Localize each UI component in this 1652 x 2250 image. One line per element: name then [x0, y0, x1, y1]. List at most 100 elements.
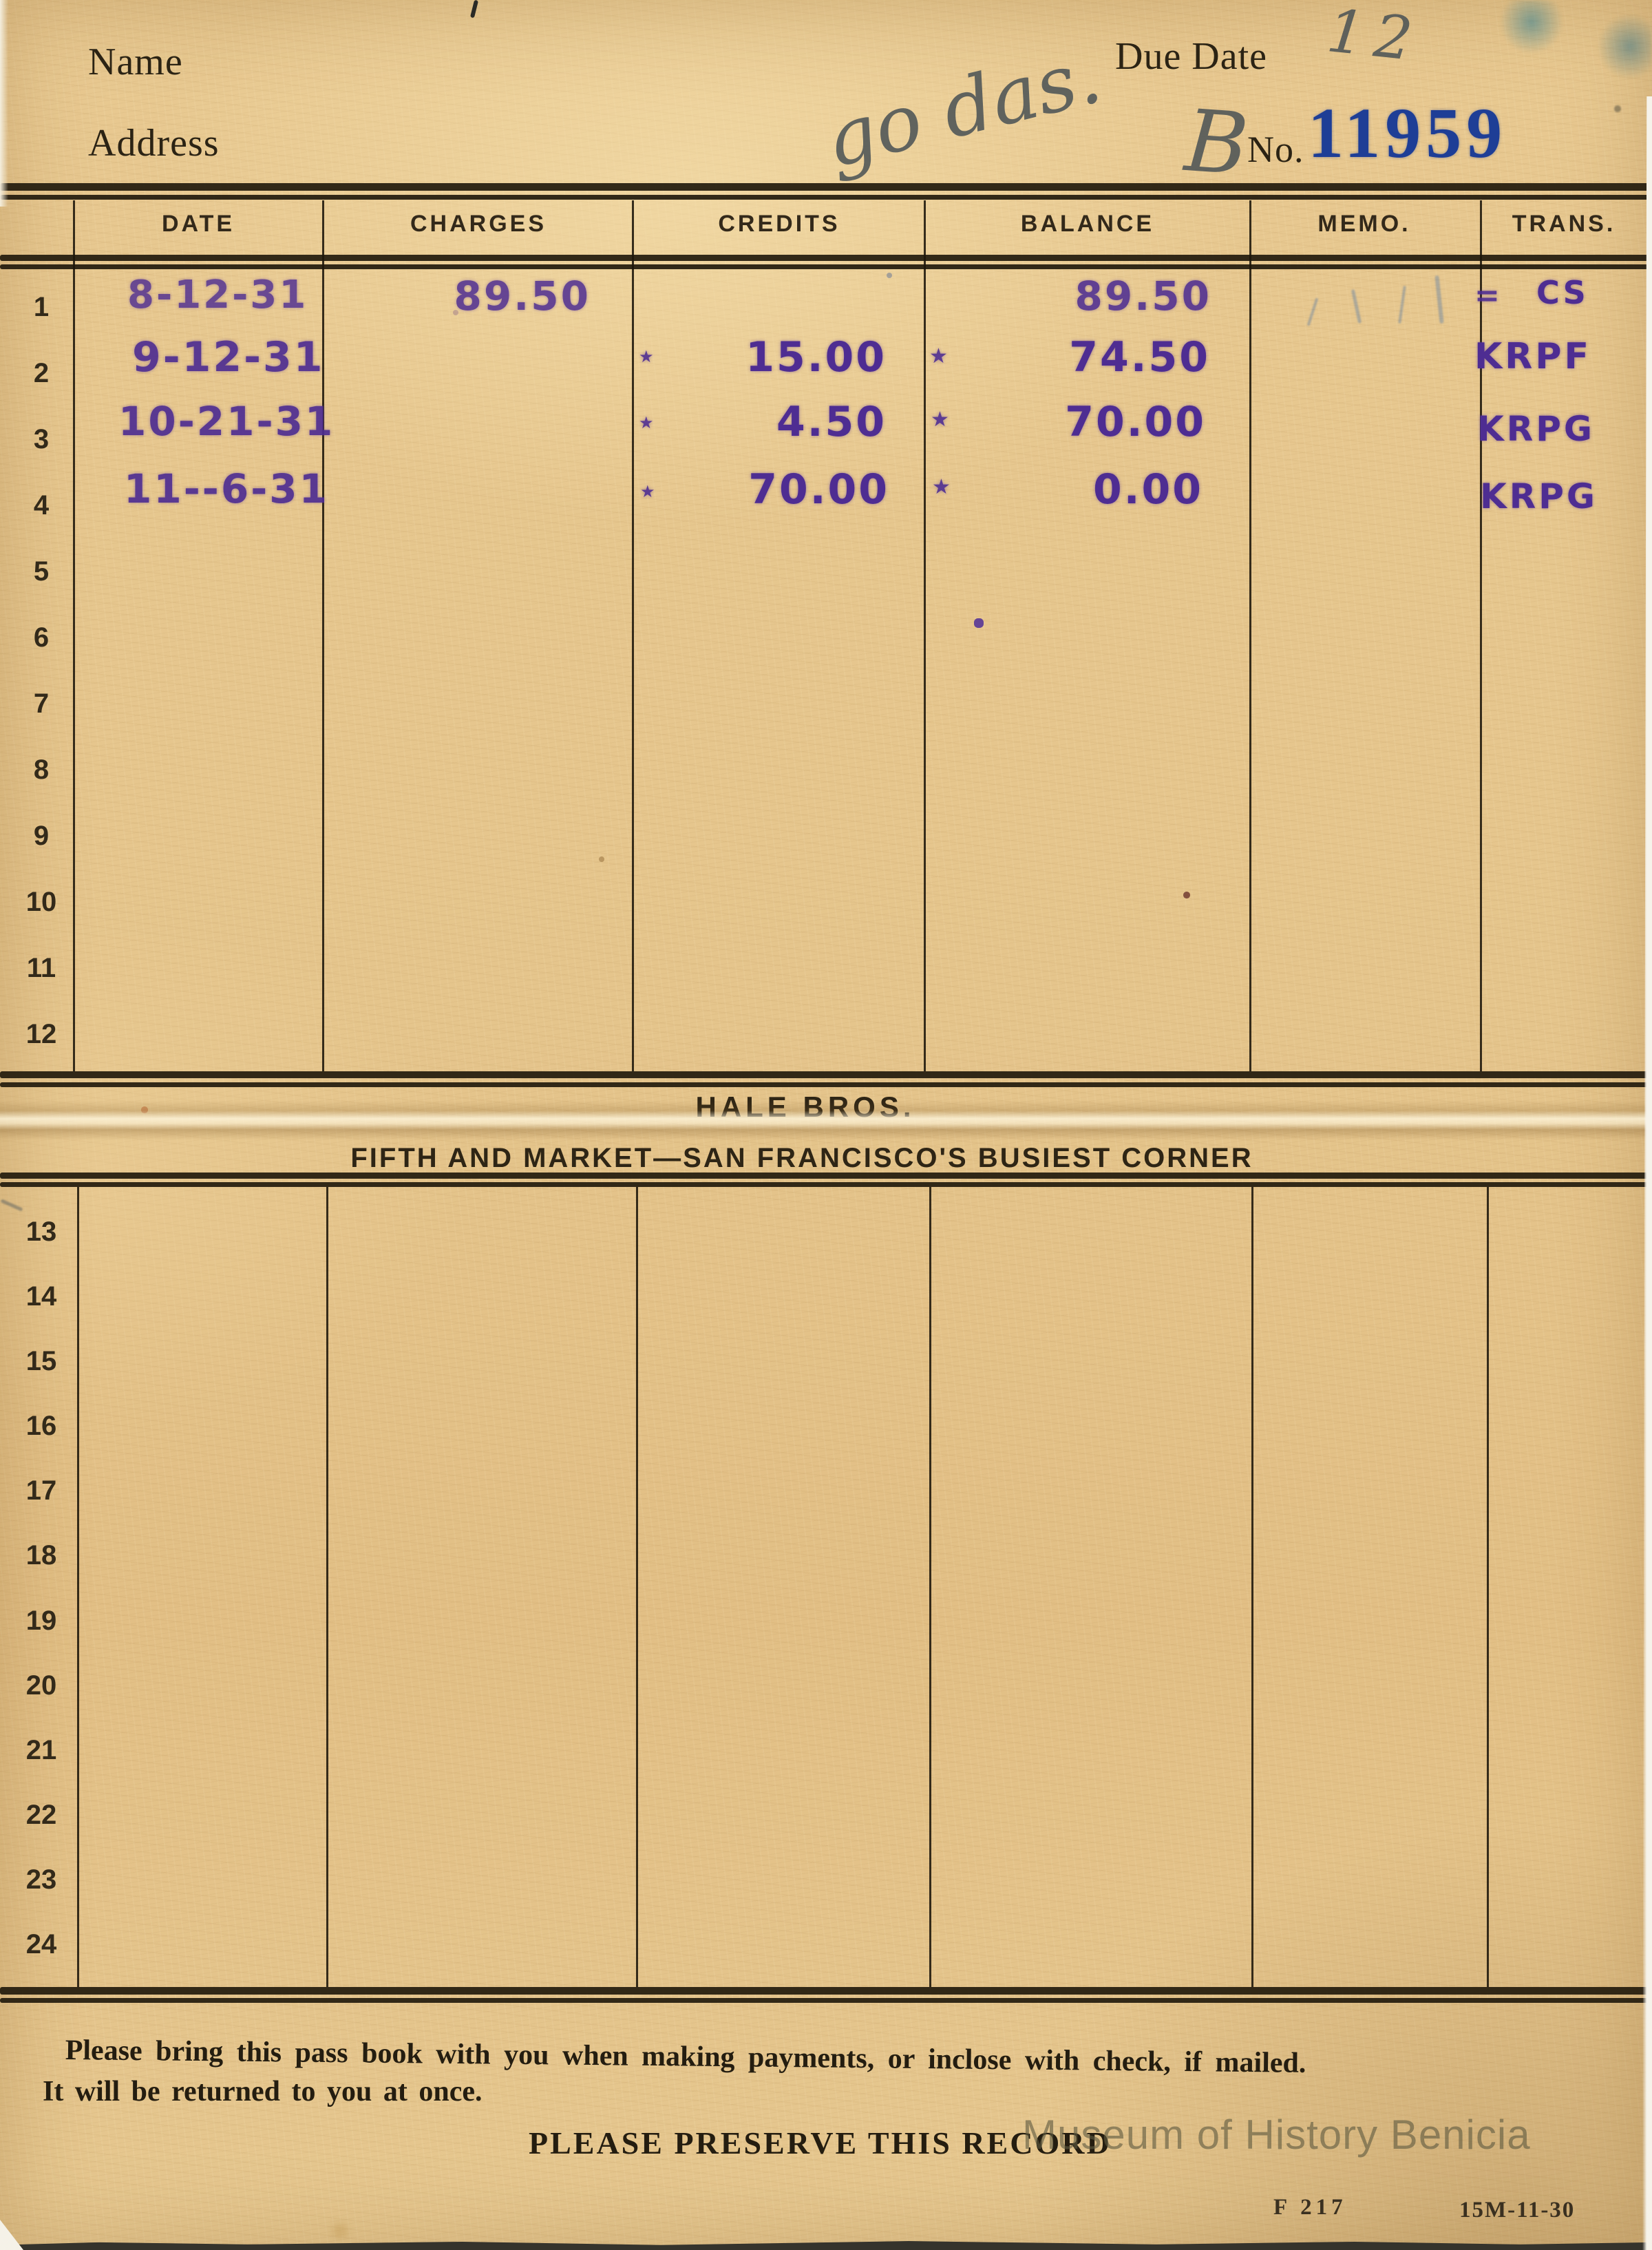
- entry-charges-stamp: 89.50: [454, 273, 591, 319]
- row-number: 21: [25, 1734, 57, 1765]
- rule: [0, 255, 1652, 261]
- column-line: [1480, 200, 1482, 1071]
- stray-mark: [469, 0, 479, 19]
- column-header-memo: MEMO.: [1317, 211, 1411, 237]
- row-number: 3: [33, 423, 50, 454]
- entry-balance-stamp: 89.50: [1074, 273, 1211, 319]
- column-line: [636, 1187, 638, 1987]
- column-line: [929, 1187, 931, 1987]
- equals-mark-icon: =: [1474, 278, 1502, 313]
- row-number: 9: [33, 820, 50, 851]
- rule: [0, 1987, 1652, 1995]
- row-number: 4: [33, 490, 50, 521]
- rule: [0, 1082, 1652, 1087]
- entry-trans-stamp: KRPG: [1480, 476, 1598, 516]
- column-line: [1487, 1187, 1489, 1987]
- scan-edge-left: [0, 0, 8, 207]
- row-number: 23: [25, 1864, 57, 1895]
- ledger-entry-1: 8-12-31 89.50 89.50 = CS: [0, 273, 1652, 336]
- ledger-entry-3: 10-21-31 ★ 4.50 ★ 70.00 KRPG: [0, 398, 1652, 461]
- column-line: [326, 1187, 328, 1987]
- entry-balance-stamp: 70.00: [1065, 398, 1206, 446]
- rule: [0, 1182, 1652, 1187]
- entry-date-stamp: 11--6-31: [124, 465, 329, 512]
- row-numbers-top: 1 2 3 4 5 6 7 8 9 10 11 12: [6, 274, 77, 1067]
- rule: [0, 1173, 1652, 1179]
- column-header-charges: CHARGES: [410, 211, 547, 237]
- store-location: FIFTH AND MARKET—SAN FRANCISCO'S BUSIEST…: [350, 1143, 1253, 1173]
- row-number: 18: [25, 1540, 57, 1571]
- row-number: 16: [25, 1411, 57, 1442]
- ink-smudge: [1501, 0, 1563, 55]
- row-number: 14: [25, 1281, 57, 1312]
- column-line: [73, 200, 75, 1071]
- column-line: [77, 1187, 79, 1987]
- museum-watermark: Museum of History Benicia: [1022, 2112, 1531, 2158]
- row-number: 8: [33, 754, 50, 785]
- row-number: 7: [33, 688, 50, 719]
- row-number: 20: [25, 1670, 57, 1701]
- column-line: [924, 200, 926, 1071]
- due-date-handwritten-value: 12: [1324, 0, 1426, 75]
- name-label: Name: [88, 41, 183, 83]
- entry-balance-stamp: 0.00: [1092, 465, 1203, 514]
- column-header-trans: TRANS.: [1512, 211, 1616, 237]
- entry-trans-stamp: KRPG: [1477, 409, 1595, 449]
- row-number: 22: [25, 1800, 57, 1831]
- column-line: [1251, 1187, 1253, 1987]
- entry-date-stamp: 8-12-31: [127, 273, 308, 317]
- rule: [0, 183, 1652, 191]
- row-number: 19: [25, 1605, 57, 1636]
- star-icon: ★: [932, 475, 953, 499]
- row-number: 24: [25, 1929, 57, 1960]
- print-code: 15M-11-30: [1459, 2198, 1576, 2222]
- star-icon: ★: [639, 413, 656, 432]
- row-number: 11: [26, 952, 56, 983]
- notice-line-1: Please bring this pass book with you whe…: [65, 2035, 1306, 2079]
- column-header-credits: CREDITS: [718, 211, 840, 237]
- fold-crease: [0, 1100, 1652, 1140]
- row-number: 15: [25, 1345, 57, 1376]
- address-label: Address: [88, 122, 220, 165]
- column-line: [632, 200, 634, 1071]
- ink-smudge: [1597, 14, 1652, 79]
- star-icon: ★: [931, 408, 951, 432]
- form-code: F 217: [1273, 2195, 1347, 2220]
- row-number: 10: [25, 886, 57, 917]
- ledger-entry-4: 11--6-31 ★ 70.00 ★ 0.00 KRPG: [0, 465, 1652, 529]
- column-header-balance: BALANCE: [1020, 211, 1155, 237]
- table-top-grid: [0, 200, 1652, 1071]
- row-number: 12: [25, 1018, 57, 1049]
- torn-bottom-edge: [0, 2241, 1652, 2250]
- preserve-record-text: PLEASE PRESERVE THIS RECORD: [529, 2125, 1112, 2160]
- row-number: 1: [33, 291, 50, 322]
- table-bottom-grid: [0, 1187, 1652, 1987]
- row-number: 5: [33, 556, 50, 587]
- entry-credits-stamp: 4.50: [776, 398, 887, 446]
- rule: [0, 1071, 1652, 1078]
- due-date-label: Due Date: [1115, 35, 1268, 78]
- entry-credits-stamp: 15.00: [745, 333, 887, 381]
- entry-balance-stamp: 74.50: [1069, 333, 1210, 381]
- row-number: 17: [25, 1475, 57, 1506]
- rule: [0, 195, 1652, 200]
- column-line: [1249, 200, 1251, 1071]
- handwritten-initial: B: [1182, 91, 1252, 196]
- rule: [0, 1998, 1652, 2003]
- row-numbers-bottom: 13 14 15 16 17 18 19 20 21 22 23 24: [6, 1199, 77, 1977]
- column-line: [322, 200, 324, 1071]
- row-number: 2: [33, 357, 50, 388]
- handwritten-note: go das.: [816, 30, 1110, 186]
- row-number: 6: [33, 622, 50, 653]
- star-icon: ★: [639, 347, 656, 366]
- account-number-stamp: 11959: [1308, 94, 1507, 173]
- column-header-date: DATE: [161, 211, 235, 237]
- star-icon: ★: [640, 482, 657, 501]
- star-icon: ★: [929, 344, 950, 368]
- ledger-entry-2: 9-12-31 ★ 15.00 ★ 74.50 KRPF: [0, 333, 1652, 397]
- entry-date-stamp: 9-12-31: [132, 333, 325, 381]
- notice-line-2: It will be returned to you at once.: [43, 2076, 483, 2107]
- entry-trans-stamp: KRPF: [1474, 336, 1591, 377]
- row-number: 13: [25, 1216, 57, 1247]
- entry-credits-stamp: 70.00: [748, 465, 889, 514]
